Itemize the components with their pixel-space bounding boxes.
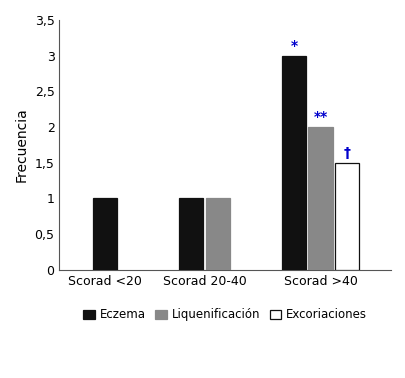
Text: **: ** <box>313 110 327 124</box>
Bar <box>281 56 305 270</box>
Text: *: * <box>290 39 297 53</box>
Bar <box>205 198 229 270</box>
Bar <box>307 127 332 270</box>
Legend: Eczema, Liquenificación, Excoriaciones: Eczema, Liquenificación, Excoriaciones <box>78 304 371 326</box>
Bar <box>179 198 203 270</box>
Y-axis label: Frecuencia: Frecuencia <box>15 107 29 182</box>
Bar <box>93 198 117 270</box>
Text: †: † <box>343 146 350 160</box>
Bar <box>334 163 358 270</box>
